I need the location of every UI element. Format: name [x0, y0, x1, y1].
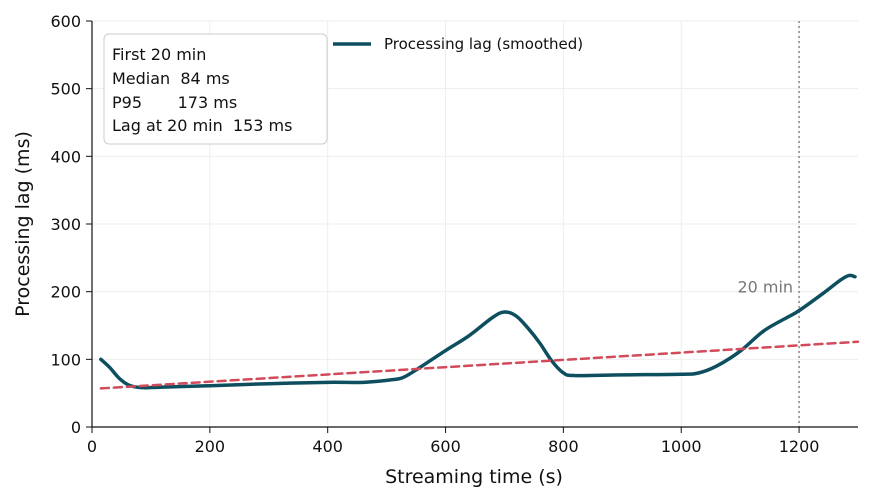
x-axis-label: Streaming time (s): [385, 466, 563, 488]
y-tick-label: 400: [50, 147, 81, 166]
stats-box-frame: [103, 33, 328, 145]
x-tick-label: 1200: [779, 437, 820, 456]
series-layer: [99, 273, 860, 390]
y-tick-label: 100: [50, 350, 81, 369]
x-tick-label: 400: [312, 437, 343, 456]
x-tick-label: 800: [548, 437, 579, 456]
tick-labels: 0 200 400 600 800 1000 1200 0 100 200 300 400 500 600: [50, 12, 819, 456]
stats-line: First 20 min: [112, 45, 206, 64]
x-tick-label: 600: [430, 437, 461, 456]
stats-line: P95 173 ms: [112, 93, 237, 112]
x-tick-label: 200: [195, 437, 226, 456]
grid-lines: [91, 20, 858, 428]
legend-label: Processing lag (smoothed): [384, 35, 583, 53]
y-tick-label: 500: [50, 80, 81, 99]
annotations: 20 min: [737, 21, 800, 427]
y-tick-label: 600: [50, 12, 81, 31]
stats-line: Median 84 ms: [112, 69, 230, 88]
axes: [86, 20, 858, 433]
stats-box: First 20 min Median 84 ms P95 173 ms Lag…: [103, 33, 328, 145]
legend: Processing lag (smoothed): [333, 35, 583, 53]
x-tick-label: 1000: [661, 437, 702, 456]
x-tick-label: 0: [87, 437, 97, 456]
y-tick-label: 300: [50, 215, 81, 234]
y-tick-label: 0: [71, 418, 81, 437]
y-axis-label: Processing lag (ms): [12, 131, 34, 317]
trend-line: [99, 340, 860, 390]
series-line-lag: [99, 273, 857, 390]
vline-label: 20 min: [737, 278, 793, 297]
y-tick-label: 200: [50, 283, 81, 302]
stats-line: Lag at 20 min 153 ms: [112, 116, 292, 135]
